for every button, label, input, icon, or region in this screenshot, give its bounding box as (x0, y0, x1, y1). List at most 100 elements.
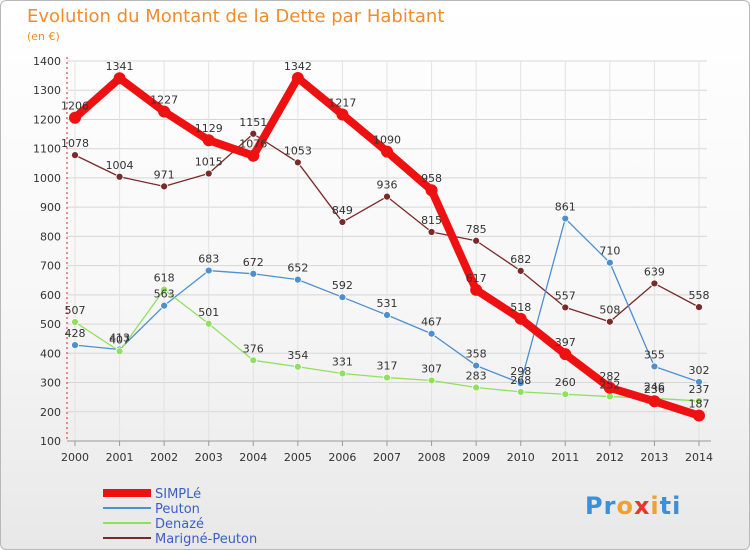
data-label: 652 (287, 262, 308, 275)
brand-logo-letter: x (633, 492, 651, 520)
y-tick-label: 1000 (33, 172, 61, 185)
data-point (470, 283, 483, 296)
x-tick-label: 2011 (551, 451, 579, 464)
data-label: 592 (332, 279, 353, 292)
data-label: 317 (377, 360, 398, 373)
data-point (336, 108, 349, 121)
data-label: 413 (109, 332, 130, 345)
data-label: 617 (466, 272, 487, 285)
data-point (695, 303, 703, 312)
data-point (160, 285, 169, 294)
x-tick-label: 2010 (507, 451, 535, 464)
data-label: 355 (644, 348, 665, 361)
y-tick-label: 700 (40, 260, 61, 273)
data-label: 246 (644, 380, 665, 393)
data-point (338, 293, 347, 302)
data-label: 376 (243, 342, 264, 355)
data-label: 354 (287, 349, 308, 362)
brand-logo-letter: i (672, 492, 682, 520)
data-point (71, 318, 79, 326)
data-label: 302 (689, 364, 710, 377)
x-tick-label: 2009 (462, 451, 490, 464)
x-tick-label: 2002 (150, 451, 178, 464)
x-tick-label: 2006 (328, 451, 356, 464)
x-tick-label: 2001 (106, 451, 134, 464)
data-point (291, 71, 304, 84)
data-point (383, 311, 391, 319)
data-label: 407 (109, 333, 130, 346)
data-point (427, 329, 436, 338)
data-labels: 1206 1341 1227 1129 1076 1342 1217 1090 958 617 51… (61, 60, 710, 411)
data-point (516, 379, 525, 388)
legend-label: Peuton (155, 502, 200, 517)
x-tick-label: 2014 (685, 451, 713, 464)
data-point (383, 192, 391, 201)
data-point (71, 341, 79, 350)
x-tick-label: 2005 (284, 451, 312, 464)
legend-label: Denazé (155, 517, 204, 532)
brand-logo-letter: i (650, 492, 660, 520)
data-point (605, 317, 614, 326)
y-tick-label: 300 (40, 377, 61, 390)
data-point (204, 169, 213, 178)
data-label: 936 (377, 179, 398, 192)
data-label: 507 (65, 304, 86, 317)
y-tick-label: 1300 (33, 84, 61, 97)
y-tick-label: 1400 (33, 55, 61, 68)
data-label: 558 (689, 289, 710, 302)
y-tick-label: 100 (40, 435, 61, 448)
y-tick-label: 900 (40, 201, 61, 214)
data-point (693, 409, 705, 422)
data-point (293, 275, 302, 284)
data-label: 237 (689, 383, 710, 396)
data-label: 682 (510, 253, 531, 266)
data-label: 815 (421, 214, 442, 227)
legend-label: Marigné-Peuton (155, 532, 257, 547)
data-label: 268 (510, 374, 531, 387)
data-point (695, 397, 703, 405)
data-label: 861 (555, 201, 576, 214)
data-point (115, 347, 124, 356)
data-label: 467 (421, 316, 442, 329)
axes: 1002003004005006007008009001000110012001… (33, 55, 713, 464)
data-point (249, 129, 258, 138)
data-point (293, 362, 302, 371)
data-label: 518 (510, 301, 531, 314)
data-label: 1004 (106, 159, 134, 172)
data-point (204, 266, 213, 275)
data-label: 298 (510, 365, 531, 378)
x-tick-label: 2012 (596, 451, 624, 464)
data-label: 187 (689, 398, 710, 411)
chart-unit-label: (en €) (27, 30, 60, 43)
data-label: 283 (466, 370, 487, 383)
data-label: 1342 (284, 60, 312, 73)
data-point (383, 373, 391, 382)
data-point (561, 214, 570, 223)
data-point (695, 378, 703, 386)
data-label: 1078 (61, 137, 89, 150)
brand-logo-letter: t (659, 492, 673, 520)
data-label: 260 (555, 376, 576, 389)
data-point (648, 395, 661, 408)
y-tick-label: 400 (40, 347, 61, 360)
data-point (650, 362, 659, 371)
data-label: 307 (421, 362, 442, 375)
data-point (249, 269, 258, 278)
data-point (472, 236, 481, 245)
data-point (338, 369, 347, 378)
y-tick-label: 800 (40, 230, 61, 243)
brand-logo-letter: o (616, 492, 634, 520)
data-label: 849 (332, 204, 353, 217)
x-tick-label: 2004 (239, 451, 267, 464)
data-point (561, 390, 570, 399)
data-label: 501 (198, 306, 219, 319)
data-point (605, 392, 614, 401)
data-label: 563 (154, 288, 175, 301)
data-label: 236 (644, 383, 665, 396)
data-point (425, 184, 438, 197)
data-label: 428 (65, 327, 86, 340)
x-tick-label: 2008 (418, 451, 446, 464)
data-label: 785 (466, 223, 487, 236)
